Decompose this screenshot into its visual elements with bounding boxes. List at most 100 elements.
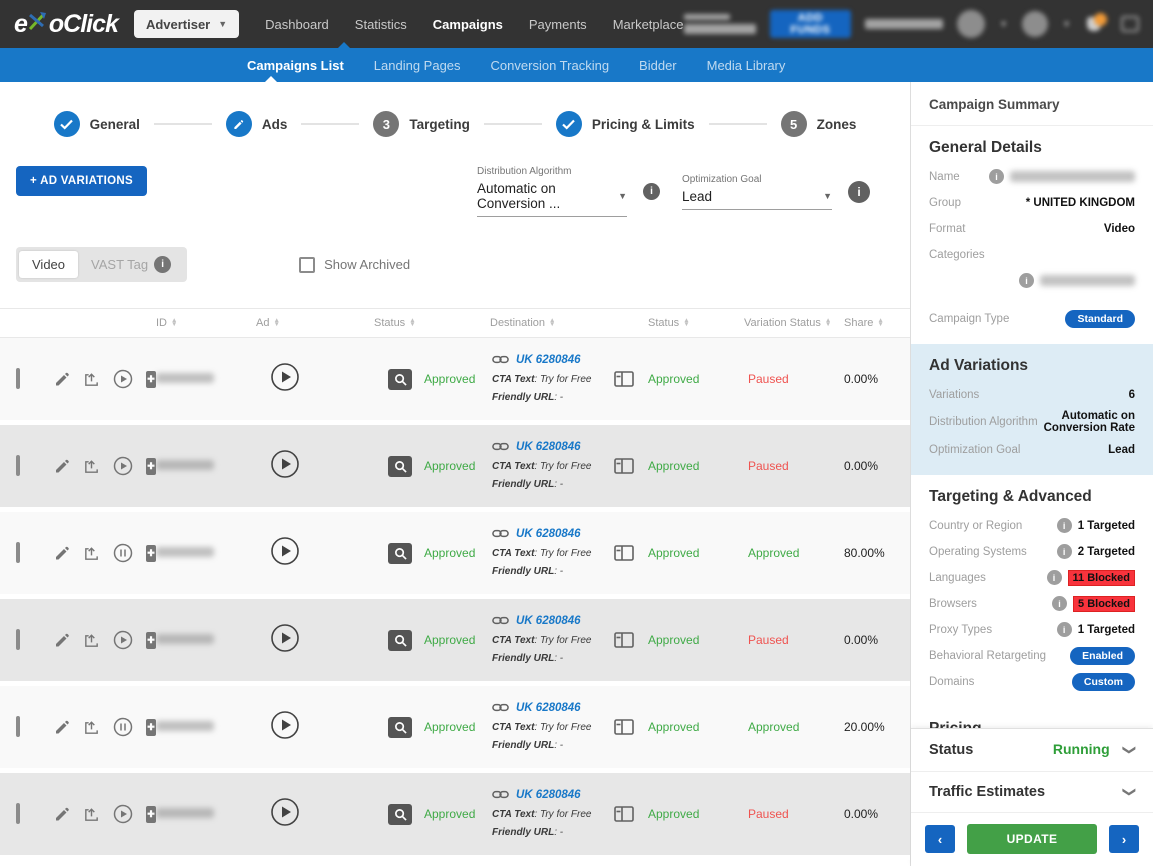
step-ads[interactable]: Ads xyxy=(226,111,288,137)
ad-preview-play-icon[interactable] xyxy=(270,362,300,392)
ad-preview-play-icon[interactable] xyxy=(270,797,300,827)
pause-variation-icon[interactable] xyxy=(113,543,133,563)
info-icon[interactable]: i xyxy=(848,181,870,203)
info-icon[interactable]: i xyxy=(1019,273,1034,288)
destination-link[interactable]: UK 6280846 xyxy=(516,789,581,801)
destination-link[interactable]: UK 6280846 xyxy=(516,441,581,453)
avatar[interactable] xyxy=(957,10,985,38)
col-id[interactable]: ID▲▼ xyxy=(156,317,256,329)
step-pricing-limits[interactable]: Pricing & Limits xyxy=(556,111,695,137)
nav-marketplace[interactable]: Marketplace xyxy=(613,17,684,32)
landing-page-icon[interactable] xyxy=(614,545,634,561)
step-zones[interactable]: 5 Zones xyxy=(781,111,857,137)
info-icon[interactable]: i xyxy=(1047,570,1062,585)
play-variation-icon[interactable] xyxy=(113,369,133,389)
zoom-preview-button[interactable] xyxy=(388,543,412,564)
zoom-preview-button[interactable] xyxy=(388,630,412,651)
play-variation-icon[interactable] xyxy=(113,456,133,476)
col-variation-status[interactable]: Variation Status▲▼ xyxy=(744,317,844,329)
add-funds-button[interactable]: ADD FUNDS xyxy=(770,10,852,38)
play-variation-icon[interactable] xyxy=(113,630,133,650)
next-step-button[interactable]: › xyxy=(1109,825,1139,853)
ad-preview-play-icon[interactable] xyxy=(270,623,300,653)
ad-options-icon[interactable]: ✚ xyxy=(146,806,156,823)
landing-page-icon[interactable] xyxy=(614,719,634,735)
archive-export-icon[interactable] xyxy=(83,719,100,736)
subnav-media-library[interactable]: Media Library xyxy=(707,58,786,73)
step-general[interactable]: General xyxy=(54,111,140,137)
landing-page-icon[interactable] xyxy=(614,371,634,387)
info-icon[interactable]: i xyxy=(1057,518,1072,533)
row-checkbox[interactable] xyxy=(16,368,20,389)
col-status2[interactable]: Status▲▼ xyxy=(648,317,744,329)
col-ad[interactable]: Ad▲▼ xyxy=(256,317,374,329)
exoclick-logo[interactable]: e oClick xyxy=(14,10,118,39)
chevron-down-icon[interactable]: ▼ xyxy=(999,19,1008,29)
status-accordion[interactable]: Status Running ❯ xyxy=(911,729,1153,772)
distribution-algorithm-select[interactable]: Distribution Algorithm Automatic on Conv… xyxy=(477,166,627,217)
nav-campaigns[interactable]: Campaigns xyxy=(433,17,503,32)
destination-link[interactable]: UK 6280846 xyxy=(516,615,581,627)
row-checkbox[interactable] xyxy=(16,542,20,563)
col-status[interactable]: Status▲▼ xyxy=(374,317,490,329)
ad-preview-play-icon[interactable] xyxy=(270,710,300,740)
nav-payments[interactable]: Payments xyxy=(529,17,587,32)
nav-dashboard[interactable]: Dashboard xyxy=(265,17,329,32)
archive-export-icon[interactable] xyxy=(83,458,100,475)
apps-grid-icon[interactable] xyxy=(1121,16,1139,32)
previous-step-button[interactable]: ‹ xyxy=(925,825,955,853)
edit-pencil-icon[interactable] xyxy=(54,719,70,735)
edit-pencil-icon[interactable] xyxy=(54,545,70,561)
summary-scroll-area[interactable]: General Details Name i Group * UNITED KI… xyxy=(911,126,1153,728)
edit-pencil-icon[interactable] xyxy=(54,806,70,822)
subnav-campaigns-list[interactable]: Campaigns List xyxy=(247,58,344,73)
landing-page-icon[interactable] xyxy=(614,632,634,648)
notifications-icon[interactable] xyxy=(1085,13,1107,35)
zoom-preview-button[interactable] xyxy=(388,717,412,738)
step-targeting[interactable]: 3 Targeting xyxy=(373,111,470,137)
destination-link[interactable]: UK 6280846 xyxy=(516,528,581,540)
info-icon[interactable]: i xyxy=(1052,596,1067,611)
row-checkbox[interactable] xyxy=(16,716,20,737)
ad-options-icon[interactable]: ✚ xyxy=(146,719,156,736)
destination-link[interactable]: UK 6280846 xyxy=(516,702,581,714)
subnav-conversion-tracking[interactable]: Conversion Tracking xyxy=(491,58,610,73)
row-checkbox[interactable] xyxy=(16,455,20,476)
info-icon[interactable]: i xyxy=(1057,544,1072,559)
archive-export-icon[interactable] xyxy=(83,545,100,562)
update-button[interactable]: UPDATE xyxy=(967,824,1097,854)
landing-page-icon[interactable] xyxy=(614,458,634,474)
row-checkbox[interactable] xyxy=(16,629,20,650)
add-variations-button[interactable]: + AD VARIATIONS xyxy=(16,166,147,196)
ad-preview-play-icon[interactable] xyxy=(270,536,300,566)
zoom-preview-button[interactable] xyxy=(388,369,412,390)
edit-pencil-icon[interactable] xyxy=(54,632,70,648)
tab-video[interactable]: Video xyxy=(19,251,78,278)
account-type-dropdown[interactable]: Advertiser ▼ xyxy=(134,10,239,38)
edit-pencil-icon[interactable] xyxy=(54,458,70,474)
destination-link[interactable]: UK 6280846 xyxy=(516,354,581,366)
zoom-preview-button[interactable] xyxy=(388,456,412,477)
ad-options-icon[interactable]: ✚ xyxy=(146,545,156,562)
col-share[interactable]: Share▲▼ xyxy=(844,317,910,329)
traffic-estimates-accordion[interactable]: Traffic Estimates ❯ xyxy=(911,772,1153,813)
info-icon[interactable]: i xyxy=(643,183,660,200)
subnav-bidder[interactable]: Bidder xyxy=(639,58,677,73)
info-icon[interactable]: i xyxy=(989,169,1004,184)
ad-options-icon[interactable]: ✚ xyxy=(146,458,156,475)
tab-vast-tag[interactable]: VAST Tag i xyxy=(78,250,184,279)
archive-export-icon[interactable] xyxy=(83,632,100,649)
archive-export-icon[interactable] xyxy=(83,806,100,823)
chevron-down-icon[interactable]: ▼ xyxy=(1062,19,1071,29)
zoom-preview-button[interactable] xyxy=(388,804,412,825)
ad-options-icon[interactable]: ✚ xyxy=(146,632,156,649)
nav-statistics[interactable]: Statistics xyxy=(355,17,407,32)
subnav-landing-pages[interactable]: Landing Pages xyxy=(374,58,461,73)
archive-export-icon[interactable] xyxy=(83,371,100,388)
play-variation-icon[interactable] xyxy=(113,804,133,824)
show-archived-toggle[interactable]: Show Archived xyxy=(299,257,410,273)
pause-variation-icon[interactable] xyxy=(113,717,133,737)
landing-page-icon[interactable] xyxy=(614,806,634,822)
show-archived-checkbox[interactable] xyxy=(299,257,315,273)
ad-options-icon[interactable]: ✚ xyxy=(146,371,156,388)
